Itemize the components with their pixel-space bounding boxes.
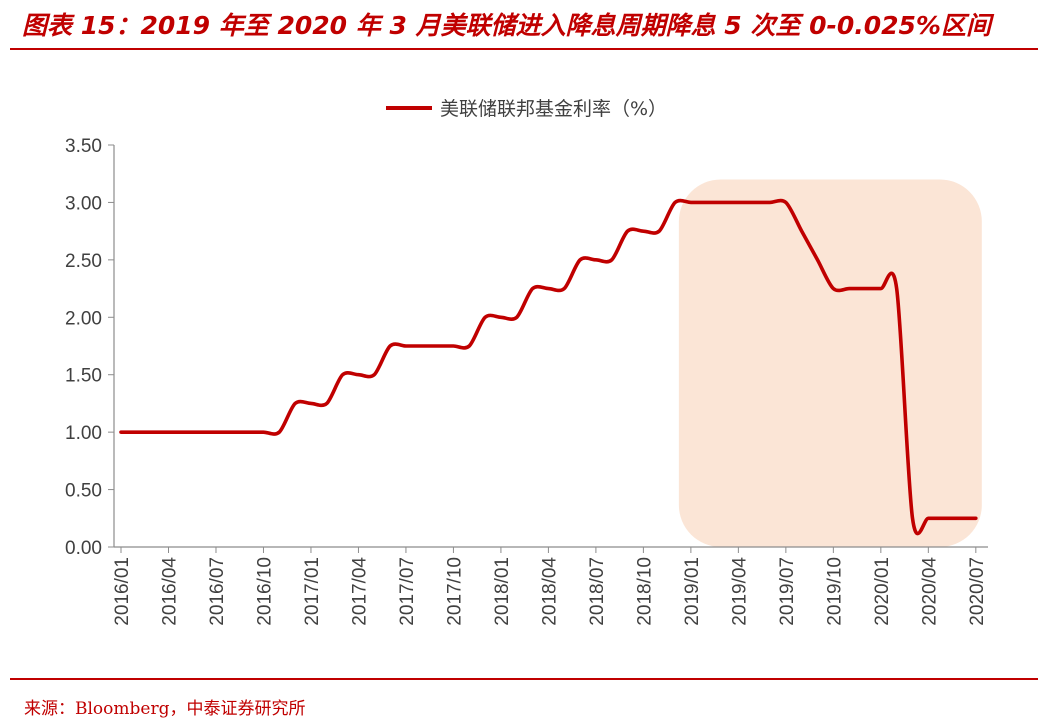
x-tick-label: 2018/04 [539,557,560,626]
legend-label: 美联储联邦基金利率（%） [440,98,667,120]
x-tick-label: 2018/01 [492,557,513,626]
y-tick-label: 2.50 [65,251,102,272]
figure-title: 图表 15：2019 年至 2020 年 3 月美联储进入降息周期降息 5 次至… [22,11,991,40]
y-tick-label: 0.50 [65,481,102,502]
x-tick-label: 2016/04 [159,557,180,626]
x-tick-label: 2020/07 [967,557,988,626]
x-tick-label: 2017/07 [397,557,418,626]
highlight-region [678,179,982,547]
y-tick-label: 1.50 [65,366,102,387]
y-tick-label: 2.00 [65,308,102,329]
source-note: 来源：Bloomberg，中泰证券研究所 [24,699,306,719]
x-tick-label: 2016/01 [112,557,133,626]
x-tick-label: 2016/10 [254,557,275,626]
axis-layer: 0.00 0.50 1.00 1.50 2.00 2.50 3.00 3.50 2016/01 2… [65,136,988,626]
highlight-layer [678,179,982,547]
x-tick-label: 2018/07 [587,557,608,626]
x-tick-label: 2020/04 [919,557,940,626]
top-divider [10,48,1038,50]
bottom-divider [10,678,1038,680]
y-tick-label: 1.00 [65,423,102,444]
y-tick-label: 3.50 [65,136,102,157]
x-tick-label: 2016/07 [207,557,228,626]
series-layer [119,198,978,536]
x-tick-label: 2019/01 [682,557,703,626]
x-tick-label: 2019/07 [777,557,798,626]
x-tick-label: 2018/10 [634,557,655,626]
series-line [119,198,978,536]
x-tick-label: 2019/04 [729,557,750,626]
y-tick-label: 0.00 [65,538,102,559]
x-tick-label: 2019/10 [824,557,845,626]
y-tick-label: 3.00 [65,193,102,214]
x-tick-label: 2017/04 [349,557,370,626]
x-tick-label: 2020/01 [872,557,893,626]
legend: 美联储联邦基金利率（%） [386,98,667,120]
x-tick-label: 2017/01 [302,557,323,626]
x-tick-label: 2017/10 [444,557,465,626]
